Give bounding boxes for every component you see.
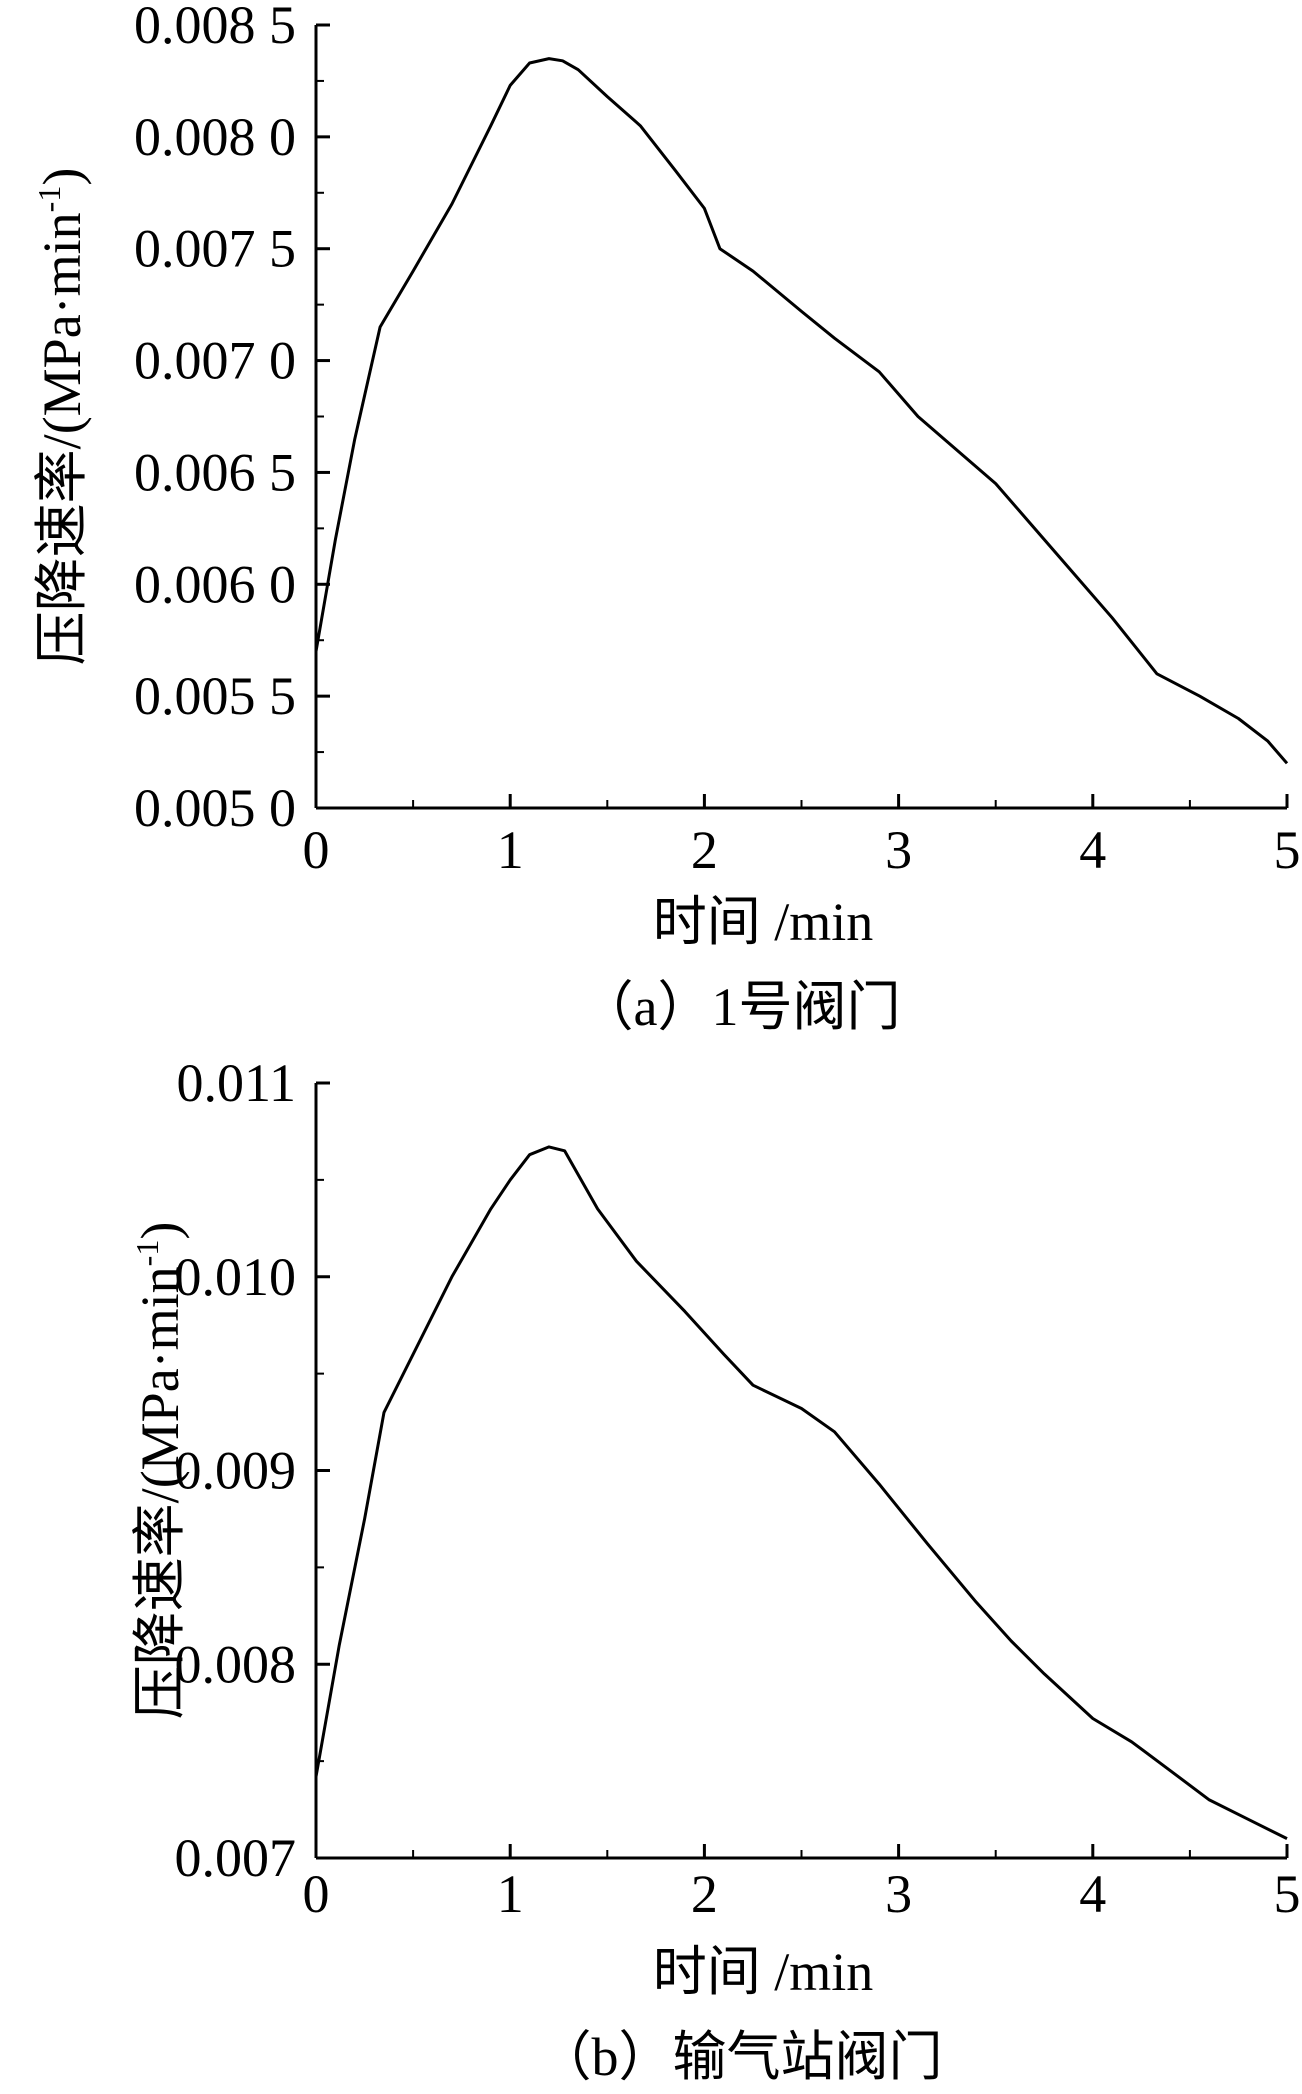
x-tick-label: 1 [497,820,524,880]
x-tick-label: 3 [885,820,912,880]
x-tick-label: 0 [303,820,330,880]
y-tick-label: 0.007 5 [134,219,296,279]
chart-b: 压降速率/(MPa·min-1) 时间 /min （b）输气站阀门 0.0070… [129,1053,1301,2087]
y-tick-label: 0.008 0 [134,107,296,167]
x-tick-label: 5 [1274,820,1301,880]
y-tick-label: 0.006 0 [134,554,296,614]
x-tick-label: 4 [1079,820,1106,880]
y-axis-title-text: 压降速率/(MPa·min-1) [31,168,92,666]
y-tick-label: 0.007 0 [134,331,296,391]
x-tick-label: 1 [497,1864,524,1924]
chart-a-x-axis-title: 时间 /min [653,892,874,952]
x-tick-label: 5 [1274,1864,1301,1924]
y-tick-label: 0.006 5 [134,442,296,502]
series-line [314,57,1289,765]
y-tick-label: 0.011 [177,1053,297,1113]
x-tick-label: 4 [1079,1864,1106,1924]
x-tick-label: 0 [303,1864,330,1924]
y-tick-label: 0.008 [175,1634,297,1694]
x-tick-label: 2 [691,820,718,880]
chart-a-y-axis-title: 压降速率/(MPa·min-1) [31,168,92,666]
y-tick-label: 0.009 [175,1441,297,1501]
chart-b-caption: （b）输气站阀门 [538,2027,943,2087]
series-line [314,1145,1288,1840]
y-tick-label: 0.008 5 [134,0,296,55]
y-axis-title-text: 压降速率/(MPa·min-1) [129,1222,190,1720]
chart-b-y-axis-title: 压降速率/(MPa·min-1) [129,1222,190,1720]
y-tick-label: 0.005 0 [134,778,296,838]
y-tick-label: 0.005 5 [134,666,296,726]
chart-b-x-axis-title: 时间 /min [653,1942,874,2002]
y-tick-label: 0.007 [175,1828,297,1888]
x-tick-label: 3 [885,1864,912,1924]
chart-a: 压降速率/(MPa·min-1) 时间 /min （a）1号阀门 0.005 0… [31,0,1301,1037]
y-tick-label: 0.010 [175,1247,297,1307]
x-tick-label: 2 [691,1864,718,1924]
chart-a-caption: （a）1号阀门 [580,977,901,1037]
